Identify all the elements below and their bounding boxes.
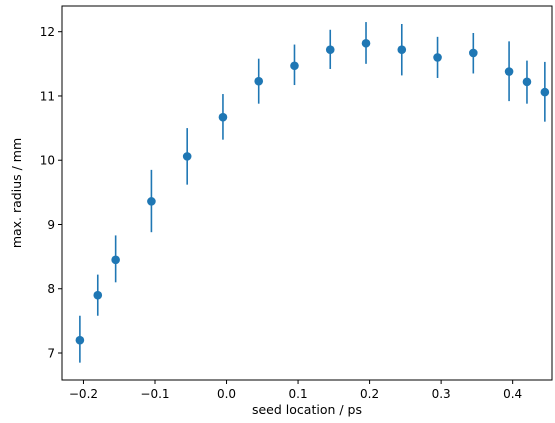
data-point	[111, 255, 120, 265]
x-tick-label: −0.2	[69, 387, 98, 401]
x-tick-label: 0.4	[503, 387, 522, 401]
x-tick-label: 0.2	[360, 387, 379, 401]
plot-area	[75, 22, 550, 363]
data-point	[93, 290, 103, 300]
y-tick-label: 8	[47, 282, 55, 296]
y-tick-label: 7	[47, 347, 55, 361]
y-tick-label: 11	[40, 89, 55, 103]
y-tick-label: 10	[40, 154, 55, 168]
x-tick-label: 0.0	[217, 387, 236, 401]
data-point	[469, 48, 478, 58]
data-point	[254, 76, 264, 86]
axes-frame	[61, 5, 553, 381]
x-tick-label: 0.1	[289, 387, 308, 401]
data-point	[75, 335, 85, 345]
data-point	[361, 38, 371, 48]
data-point	[504, 67, 514, 76]
x-tick-label: −0.1	[140, 387, 169, 401]
x-axis: −0.2 −0.1 0.0 0.1 0.2 0.3 0.4	[69, 380, 522, 401]
data-point	[147, 197, 156, 206]
x-tick-label: 0.3	[432, 387, 451, 401]
data-point	[182, 152, 192, 161]
data-point	[218, 112, 228, 122]
y-tick-label: 12	[40, 25, 55, 39]
y-axis-label: max. radius / mm	[9, 138, 24, 248]
data-point	[290, 61, 299, 71]
data-point	[433, 53, 442, 62]
data-point	[522, 77, 532, 87]
y-tick-label: 9	[47, 218, 55, 232]
data-point	[540, 87, 550, 97]
data-point	[325, 45, 335, 54]
data-point	[397, 45, 407, 54]
y-axis: 7 8 9 10 11 12	[40, 25, 62, 361]
x-axis-label: seed location / ps	[252, 402, 362, 417]
